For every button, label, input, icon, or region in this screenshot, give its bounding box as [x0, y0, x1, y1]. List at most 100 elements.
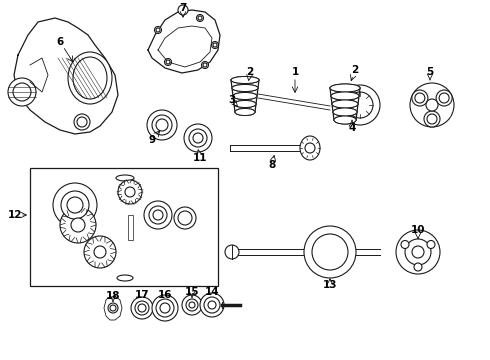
Ellipse shape: [68, 52, 112, 104]
Circle shape: [189, 302, 195, 308]
Circle shape: [436, 90, 452, 106]
Ellipse shape: [232, 85, 258, 91]
Bar: [30, 168, 218, 286]
Ellipse shape: [231, 77, 259, 84]
Circle shape: [152, 295, 178, 321]
Circle shape: [147, 110, 177, 140]
Circle shape: [198, 16, 202, 20]
Text: 3: 3: [228, 95, 236, 105]
Circle shape: [138, 304, 146, 312]
Polygon shape: [231, 80, 259, 112]
Ellipse shape: [73, 57, 107, 99]
Ellipse shape: [231, 77, 259, 84]
Circle shape: [305, 143, 315, 153]
Circle shape: [347, 92, 373, 118]
Circle shape: [144, 201, 172, 229]
Circle shape: [110, 305, 116, 311]
Circle shape: [193, 133, 203, 143]
Polygon shape: [158, 26, 212, 67]
Text: 6: 6: [56, 37, 64, 47]
Circle shape: [166, 60, 170, 64]
Text: 11: 11: [193, 153, 207, 163]
Circle shape: [154, 27, 162, 33]
Polygon shape: [330, 88, 360, 120]
Circle shape: [160, 303, 170, 313]
Circle shape: [401, 240, 409, 248]
Circle shape: [196, 14, 203, 22]
Circle shape: [174, 207, 196, 229]
Circle shape: [427, 240, 435, 248]
Text: 13: 13: [323, 280, 337, 290]
Text: 8: 8: [269, 160, 275, 170]
Ellipse shape: [234, 100, 256, 108]
Text: 17: 17: [135, 290, 149, 300]
Circle shape: [156, 299, 174, 317]
Circle shape: [427, 114, 437, 124]
Ellipse shape: [300, 136, 320, 160]
Ellipse shape: [333, 108, 357, 116]
Circle shape: [182, 295, 202, 315]
Circle shape: [178, 211, 192, 225]
Circle shape: [156, 119, 168, 131]
Circle shape: [412, 90, 428, 106]
Ellipse shape: [234, 100, 256, 108]
Circle shape: [186, 299, 198, 311]
Ellipse shape: [431, 94, 449, 116]
Circle shape: [212, 41, 219, 49]
Ellipse shape: [331, 92, 359, 100]
Circle shape: [304, 226, 356, 278]
Circle shape: [415, 93, 425, 103]
Text: 9: 9: [148, 135, 155, 145]
Ellipse shape: [235, 108, 255, 116]
Circle shape: [118, 180, 142, 204]
Text: 2: 2: [246, 67, 254, 77]
Circle shape: [74, 114, 90, 130]
Circle shape: [439, 93, 449, 103]
Text: 12: 12: [8, 210, 22, 220]
Circle shape: [94, 246, 106, 258]
Ellipse shape: [331, 92, 359, 100]
Circle shape: [189, 129, 207, 147]
Circle shape: [405, 239, 431, 265]
Circle shape: [204, 297, 220, 313]
Ellipse shape: [332, 100, 358, 108]
Circle shape: [312, 234, 348, 270]
Ellipse shape: [232, 85, 258, 91]
Text: 14: 14: [205, 287, 220, 297]
Circle shape: [424, 111, 440, 127]
Circle shape: [153, 210, 163, 220]
Circle shape: [426, 99, 438, 111]
Ellipse shape: [235, 108, 255, 116]
Ellipse shape: [332, 100, 358, 108]
Ellipse shape: [330, 84, 360, 92]
Ellipse shape: [117, 275, 133, 281]
Circle shape: [414, 263, 422, 271]
Circle shape: [71, 218, 85, 232]
Ellipse shape: [334, 116, 356, 124]
Circle shape: [396, 230, 440, 274]
Circle shape: [225, 245, 239, 259]
Circle shape: [410, 83, 454, 127]
Circle shape: [13, 83, 31, 101]
Circle shape: [149, 206, 167, 224]
Circle shape: [412, 246, 424, 258]
Circle shape: [201, 62, 209, 68]
Ellipse shape: [233, 93, 257, 99]
Ellipse shape: [233, 93, 257, 99]
Text: 4: 4: [348, 123, 356, 133]
Circle shape: [200, 293, 224, 317]
Text: 18: 18: [106, 291, 120, 301]
Text: 15: 15: [185, 287, 199, 297]
Circle shape: [67, 197, 83, 213]
Circle shape: [156, 28, 160, 32]
Circle shape: [165, 58, 172, 66]
Circle shape: [203, 63, 207, 67]
Circle shape: [84, 236, 116, 268]
Circle shape: [184, 124, 212, 152]
Circle shape: [53, 183, 97, 227]
Bar: [128, 215, 133, 240]
Circle shape: [178, 5, 188, 15]
Polygon shape: [14, 18, 118, 134]
Circle shape: [208, 301, 216, 309]
Circle shape: [77, 117, 87, 127]
